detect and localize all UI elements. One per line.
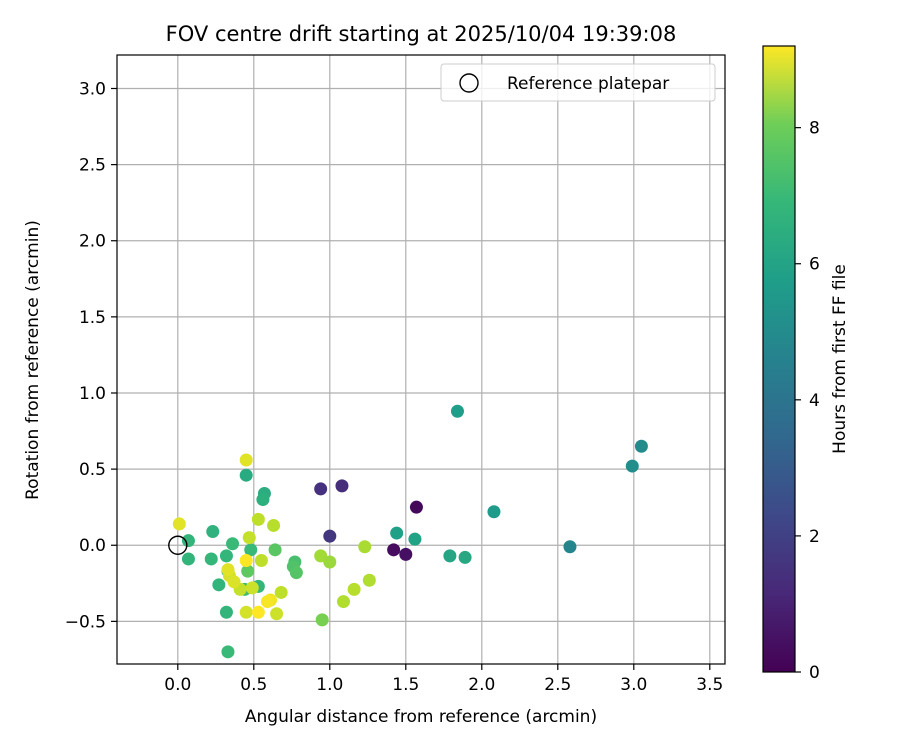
x-tick-label: 1.0 bbox=[316, 675, 343, 695]
x-axis-label: Angular distance from reference (arcmin) bbox=[245, 707, 597, 727]
x-tick-label: 3.5 bbox=[696, 675, 723, 695]
colorbar: 0 2 4 6 8 Hours from first FF file bbox=[762, 45, 850, 683]
chart-title: FOV centre drift starting at 2025/10/04 … bbox=[166, 22, 677, 46]
y-tick-label: 1.5 bbox=[79, 308, 106, 328]
data-point bbox=[204, 552, 218, 566]
y-tick-label: −0.5 bbox=[65, 612, 106, 632]
colorbar-tick-label: 8 bbox=[809, 119, 820, 139]
data-point bbox=[268, 543, 282, 557]
data-point bbox=[335, 479, 349, 493]
y-axis-ticks: −0.5 0.0 0.5 1.0 1.5 2.0 2.5 3.0 bbox=[65, 79, 117, 632]
data-point bbox=[241, 564, 255, 578]
data-point bbox=[409, 500, 423, 514]
legend: Reference platepar bbox=[440, 63, 716, 102]
data-point bbox=[227, 575, 241, 589]
y-tick-label: 3.0 bbox=[79, 79, 106, 99]
reference-platepar-marker bbox=[168, 535, 188, 555]
data-point bbox=[315, 613, 329, 627]
legend-marker-reference bbox=[459, 73, 479, 93]
y-tick-label: 2.0 bbox=[79, 232, 106, 252]
x-tick-label: 2.0 bbox=[468, 675, 495, 695]
y-tick-label: 0.5 bbox=[79, 460, 106, 480]
x-tick-label: 0.5 bbox=[240, 675, 267, 695]
data-point bbox=[347, 582, 361, 596]
data-point bbox=[408, 532, 422, 546]
data-point bbox=[256, 493, 270, 507]
y-axis-label: Rotation from reference (arcmin) bbox=[23, 220, 43, 500]
data-point bbox=[251, 605, 265, 619]
y-tick-label: 0.0 bbox=[79, 536, 106, 556]
data-point bbox=[221, 645, 235, 659]
data-point bbox=[458, 550, 472, 564]
colorbar-tick-label: 2 bbox=[809, 527, 820, 547]
data-point bbox=[244, 543, 258, 557]
legend-box bbox=[440, 63, 716, 102]
data-point bbox=[239, 553, 253, 567]
data-point bbox=[634, 439, 648, 453]
data-point bbox=[254, 553, 268, 567]
x-tick-label: 1.5 bbox=[392, 675, 419, 695]
y-tick-label: 1.0 bbox=[79, 384, 106, 404]
data-points bbox=[168, 404, 648, 659]
colorbar-tick-label: 0 bbox=[809, 663, 820, 683]
data-point bbox=[245, 581, 259, 595]
colorbar-gradient bbox=[762, 45, 796, 673]
data-point bbox=[387, 543, 401, 557]
x-tick-label: 3.0 bbox=[620, 675, 647, 695]
data-point bbox=[274, 585, 288, 599]
data-point bbox=[212, 578, 226, 592]
data-point bbox=[362, 573, 376, 587]
data-point bbox=[181, 552, 195, 566]
data-point bbox=[336, 595, 350, 609]
data-point bbox=[625, 459, 639, 473]
data-point bbox=[358, 540, 372, 554]
data-point bbox=[239, 468, 253, 482]
data-point bbox=[314, 482, 328, 496]
colorbar-label: Hours from first FF file bbox=[830, 264, 850, 454]
data-point bbox=[443, 549, 457, 563]
x-axis-ticks: 0.0 0.5 1.0 1.5 2.0 2.5 3.0 3.5 bbox=[164, 664, 723, 695]
data-point bbox=[450, 404, 464, 418]
data-point bbox=[563, 540, 577, 554]
plot-frame bbox=[116, 54, 726, 665]
data-point bbox=[260, 595, 274, 609]
colorbar-ticks: 0 2 4 6 8 bbox=[795, 119, 820, 683]
data-point bbox=[226, 537, 240, 551]
data-point bbox=[172, 517, 186, 531]
data-point bbox=[242, 531, 256, 545]
grid bbox=[117, 55, 725, 664]
data-point bbox=[206, 525, 220, 539]
data-point bbox=[270, 607, 284, 621]
x-tick-label: 2.5 bbox=[544, 675, 571, 695]
data-point bbox=[219, 605, 233, 619]
data-point bbox=[239, 453, 253, 467]
data-point bbox=[289, 566, 303, 580]
data-point bbox=[314, 549, 328, 563]
data-point bbox=[390, 526, 404, 540]
data-point bbox=[181, 534, 195, 548]
data-point bbox=[267, 518, 281, 532]
y-tick-label: 2.5 bbox=[79, 156, 106, 176]
plot-area: 0.0 0.5 1.0 1.5 2.0 2.5 3.0 3.5 −0.5 0.0 0.5 1.0 1.… bbox=[65, 54, 726, 695]
data-point bbox=[323, 529, 337, 543]
colorbar-tick-label: 6 bbox=[809, 255, 820, 275]
data-point bbox=[399, 547, 413, 561]
colorbar-tick-label: 4 bbox=[809, 391, 820, 411]
data-point bbox=[487, 505, 501, 519]
data-point bbox=[219, 549, 233, 563]
data-point bbox=[251, 512, 265, 526]
data-point bbox=[239, 605, 253, 619]
x-tick-label: 0.0 bbox=[164, 675, 191, 695]
data-point bbox=[221, 563, 235, 577]
legend-label-reference: Reference platepar bbox=[507, 74, 669, 94]
data-point bbox=[323, 555, 337, 569]
